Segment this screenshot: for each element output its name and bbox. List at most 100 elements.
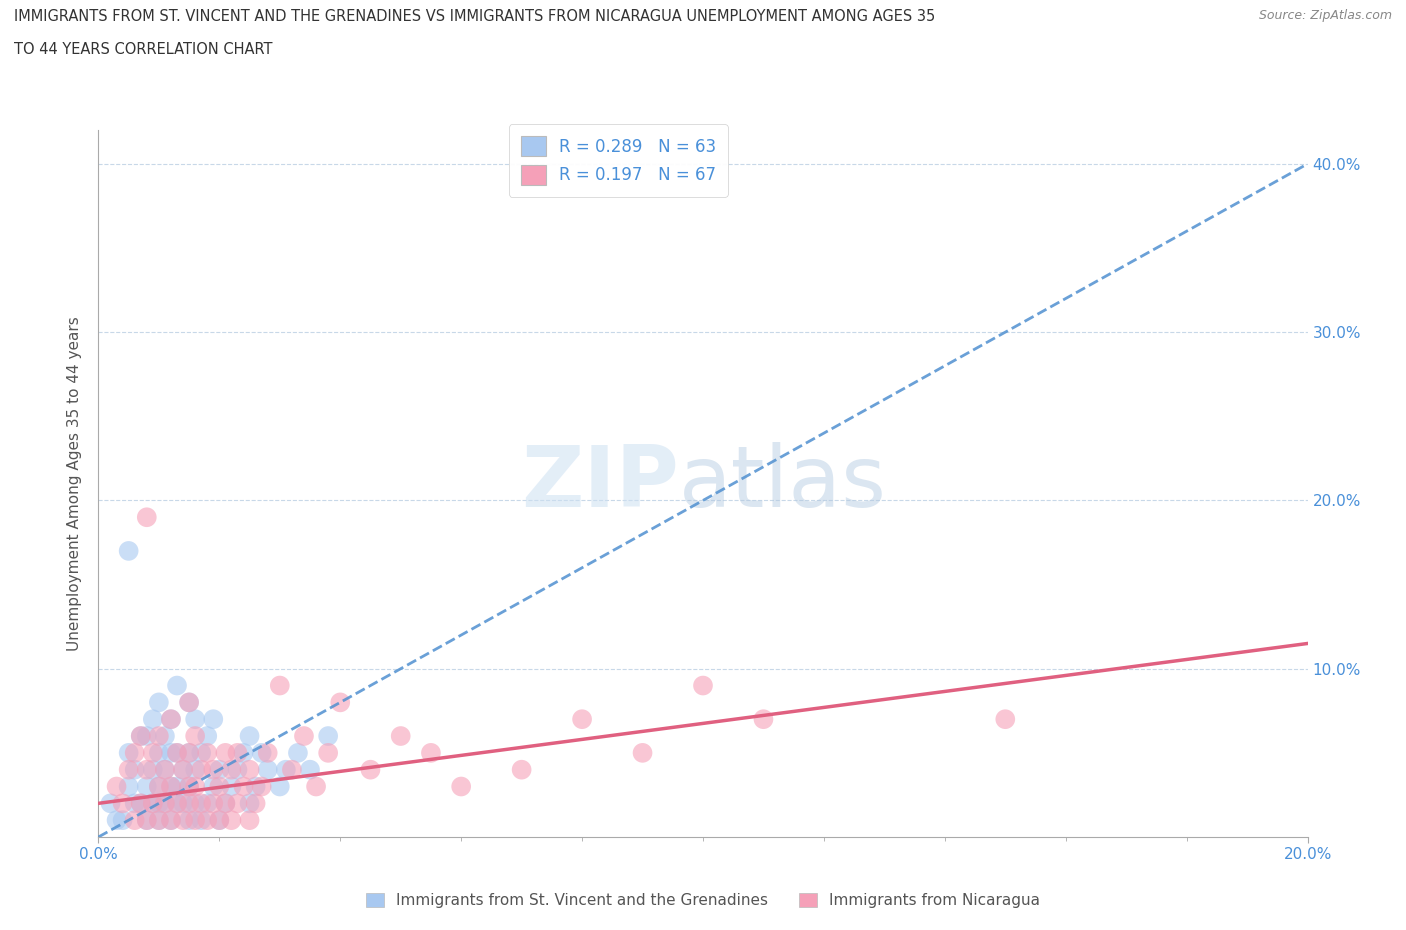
Point — [232, 746, 254, 761]
Text: Source: ZipAtlas.com: Source: ZipAtlas.com — [1258, 9, 1392, 22]
Point — [166, 779, 188, 794]
Point — [148, 779, 170, 794]
Point — [184, 813, 207, 828]
Point — [160, 711, 183, 726]
Point — [239, 796, 262, 811]
Point — [214, 746, 236, 761]
Point — [208, 813, 231, 828]
Point — [239, 813, 262, 828]
Point — [692, 678, 714, 693]
Point — [172, 796, 194, 811]
Point — [142, 763, 165, 777]
Point — [153, 728, 176, 743]
Point — [142, 711, 165, 726]
Point — [239, 728, 262, 743]
Point — [256, 763, 278, 777]
Point — [118, 543, 141, 558]
Point — [631, 746, 654, 761]
Text: IMMIGRANTS FROM ST. VINCENT AND THE GRENADINES VS IMMIGRANTS FROM NICARAGUA UNEM: IMMIGRANTS FROM ST. VINCENT AND THE GREN… — [14, 9, 935, 24]
Text: TO 44 YEARS CORRELATION CHART: TO 44 YEARS CORRELATION CHART — [14, 42, 273, 57]
Point — [202, 796, 225, 811]
Point — [166, 796, 188, 811]
Point — [190, 796, 212, 811]
Point — [160, 779, 183, 794]
Point — [202, 779, 225, 794]
Point — [221, 813, 243, 828]
Point — [142, 796, 165, 811]
Point — [184, 796, 207, 811]
Point — [160, 813, 183, 828]
Point — [111, 813, 134, 828]
Point — [305, 779, 328, 794]
Point — [179, 746, 201, 761]
Point — [202, 763, 225, 777]
Point — [190, 763, 212, 777]
Point — [208, 763, 231, 777]
Point — [105, 813, 128, 828]
Point — [214, 796, 236, 811]
Point — [166, 796, 188, 811]
Point — [221, 763, 243, 777]
Point — [142, 796, 165, 811]
Point — [135, 813, 157, 828]
Point — [510, 763, 533, 777]
Point — [105, 779, 128, 794]
Point — [124, 796, 146, 811]
Point — [221, 779, 243, 794]
Point — [166, 746, 188, 761]
Point — [179, 779, 201, 794]
Point — [179, 796, 201, 811]
Point — [389, 728, 412, 743]
Point — [129, 728, 152, 743]
Point — [316, 728, 339, 743]
Point — [245, 779, 267, 794]
Point — [269, 678, 291, 693]
Point — [172, 763, 194, 777]
Point — [148, 746, 170, 761]
Point — [287, 746, 309, 761]
Point — [135, 728, 157, 743]
Point — [142, 746, 165, 761]
Point — [571, 711, 593, 726]
Point — [135, 813, 157, 828]
Point — [118, 746, 141, 761]
Point — [274, 763, 297, 777]
Point — [124, 746, 146, 761]
Point — [135, 779, 157, 794]
Point — [316, 746, 339, 761]
Point — [245, 796, 267, 811]
Point — [214, 796, 236, 811]
Point — [179, 746, 201, 761]
Point — [184, 763, 207, 777]
Legend: Immigrants from St. Vincent and the Grenadines, Immigrants from Nicaragua: Immigrants from St. Vincent and the Gren… — [360, 887, 1046, 914]
Point — [232, 779, 254, 794]
Text: ZIP: ZIP — [522, 442, 679, 525]
Point — [226, 796, 249, 811]
Point — [172, 813, 194, 828]
Point — [190, 813, 212, 828]
Point — [190, 746, 212, 761]
Text: atlas: atlas — [679, 442, 887, 525]
Point — [166, 746, 188, 761]
Point — [420, 746, 443, 761]
Point — [239, 763, 262, 777]
Point — [148, 796, 170, 811]
Point — [269, 779, 291, 794]
Point — [360, 763, 382, 777]
Point — [179, 813, 201, 828]
Point — [118, 779, 141, 794]
Point — [299, 763, 322, 777]
Point — [129, 796, 152, 811]
Point — [250, 746, 273, 761]
Point — [256, 746, 278, 761]
Point — [129, 796, 152, 811]
Point — [752, 711, 775, 726]
Point — [135, 763, 157, 777]
Point — [994, 711, 1017, 726]
Point — [184, 779, 207, 794]
Point — [166, 678, 188, 693]
Point — [124, 763, 146, 777]
Point — [148, 695, 170, 710]
Point — [153, 763, 176, 777]
Point — [292, 728, 315, 743]
